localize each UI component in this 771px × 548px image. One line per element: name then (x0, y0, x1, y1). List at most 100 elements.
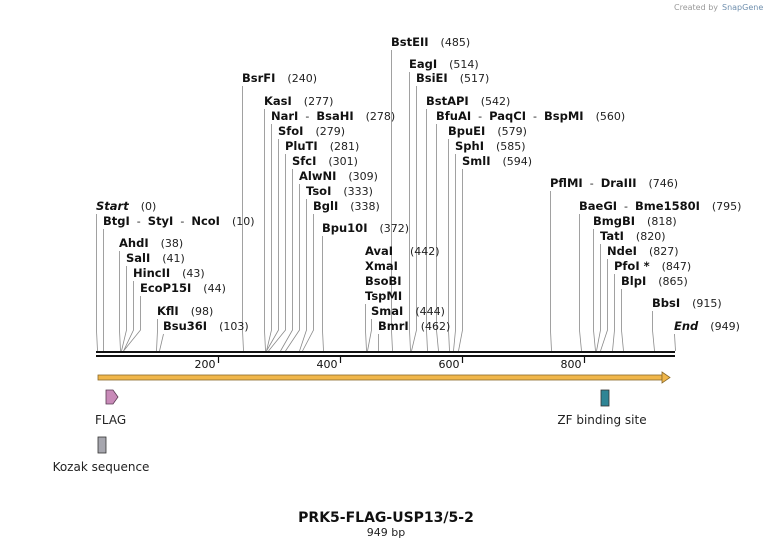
feature-arrow[interactable] (105, 389, 119, 405)
enzyme-name[interactable]: NarI (271, 109, 298, 123)
enzyme-name[interactable]: AlwNI (299, 169, 336, 183)
enzyme-name[interactable]: BlpI (621, 274, 646, 288)
enzyme-name[interactable]: DraIII (601, 176, 637, 190)
enzyme-name[interactable]: EcoP15I (140, 281, 191, 295)
orf-bar[interactable] (97, 374, 663, 381)
enzyme-site[interactable]: BglI (338) (313, 199, 380, 213)
enzyme-name[interactable]: PfoI * (614, 259, 650, 273)
enzyme-name[interactable]: BsrFI (242, 71, 275, 85)
enzyme-name[interactable]: BsaHI (316, 109, 353, 123)
orf-arrow[interactable] (97, 371, 671, 384)
enzyme-site[interactable]: AlwNI (309) (299, 169, 378, 183)
enzyme-name[interactable]: SphI (455, 139, 484, 153)
enzyme-name[interactable]: SfcI (292, 154, 316, 168)
enzyme-name[interactable]: SalI (126, 251, 150, 265)
enzyme-name[interactable]: BspMI (544, 109, 584, 123)
enzyme-name[interactable]: SfoI (278, 124, 303, 138)
enzyme-site[interactable]: BbsI (915) (652, 296, 722, 310)
enzyme-name[interactable]: TspMI (365, 289, 402, 303)
enzyme-name[interactable]: EagI (409, 57, 437, 71)
enzyme-name[interactable]: TsoI (306, 184, 331, 198)
enzyme-name[interactable]: NcoI (191, 214, 220, 228)
enzyme-name[interactable]: PaqCI (489, 109, 526, 123)
enzyme-name[interactable]: BfuAI (436, 109, 471, 123)
enzyme-name[interactable]: XmaI (365, 259, 398, 273)
feature-box[interactable] (600, 389, 610, 407)
enzyme-name[interactable]: BpuEI (448, 124, 485, 138)
enzyme-name[interactable]: HincII (133, 266, 170, 280)
enzyme-name[interactable]: PflMI (550, 176, 583, 190)
enzyme-name[interactable]: StyI (148, 214, 174, 228)
enzyme-site[interactable]: TatI (820) (600, 229, 666, 243)
enzyme-name[interactable]: BtgI (103, 214, 130, 228)
enzyme-site[interactable]: PfoI * (847) (614, 259, 691, 273)
enzyme-name[interactable]: BmrI (378, 319, 409, 333)
cut-line (550, 191, 552, 352)
feature-box[interactable] (97, 436, 107, 454)
enzyme-site[interactable]: BstEII (485) (391, 35, 470, 49)
enzyme-site[interactable]: EcoP15I (44) (140, 281, 226, 295)
enzyme-name[interactable]: SmlI (462, 154, 491, 168)
enzyme-name[interactable]: BsoBI (365, 274, 402, 288)
enzyme-name[interactable]: PluTI (285, 139, 318, 153)
enzyme-site[interactable]: TsoI (333) (306, 184, 373, 198)
enzyme-name[interactable]: AhdI (119, 236, 149, 250)
enzyme-site[interactable]: EagI (514) (409, 57, 479, 71)
enzyme-site[interactable]: SalI (41) (126, 251, 185, 265)
enzyme-site[interactable]: BstAPI (542) (426, 94, 510, 108)
enzyme-name[interactable]: KasI (264, 94, 292, 108)
enzyme-site[interactable]: Bpu10I (372) (322, 221, 409, 235)
enzyme-name[interactable]: BstEII (391, 35, 429, 49)
feature[interactable]: ZF binding site (557, 389, 647, 427)
enzyme-name[interactable]: BglI (313, 199, 338, 213)
enzyme-site[interactable]: BtgI - StyI - NcoI (10) (103, 214, 255, 228)
enzyme-site[interactable]: BlpI (865) (621, 274, 688, 288)
enzyme-site[interactable]: Start (0) (96, 199, 156, 213)
enzyme-name[interactable]: Start (96, 199, 129, 213)
enzyme-site[interactable]: SmaI (444) (371, 304, 445, 318)
enzyme-name[interactable]: Bpu10I (322, 221, 367, 235)
enzyme-site[interactable]: BsrFI (240) (242, 71, 317, 85)
enzyme-name[interactable]: TatI (600, 229, 624, 243)
enzyme-site[interactable]: BmrI (462) (378, 319, 450, 333)
enzyme-site[interactable]: Bsu36I (103) (163, 319, 249, 333)
enzyme-site[interactable]: HincII (43) (133, 266, 205, 280)
enzyme-name[interactable]: Bsu36I (163, 319, 207, 333)
enzyme-site[interactable]: PflMI - DraIII (746) (550, 176, 678, 190)
cut-line (322, 236, 324, 352)
enzyme-site[interactable]: SfcI (301) (292, 154, 358, 168)
enzyme-name[interactable]: BmgBI (593, 214, 635, 228)
enzyme-site[interactable]: BsiEI (517) (416, 71, 489, 85)
orf-arrowhead[interactable] (661, 371, 671, 384)
enzyme-name[interactable]: BstAPI (426, 94, 469, 108)
enzyme-site[interactable]: KflI (98) (157, 304, 213, 318)
feature[interactable]: FLAG (95, 389, 126, 427)
cut-line (123, 296, 141, 352)
cut-line (600, 259, 608, 352)
enzyme-site[interactable]: AhdI (38) (119, 236, 183, 250)
enzyme-name[interactable]: End (674, 319, 699, 333)
enzyme-name[interactable]: SmaI (371, 304, 403, 318)
enzyme-site[interactable]: SfoI (279) (278, 124, 345, 138)
enzyme-site[interactable]: End (949) (674, 319, 740, 333)
enzyme-name[interactable]: BbsI (652, 296, 680, 310)
enzyme-site[interactable]: KasI (277) (264, 94, 333, 108)
enzyme-site[interactable]: SphI (585) (455, 139, 526, 153)
enzyme-name[interactable]: BsiEI (416, 71, 448, 85)
enzyme-site[interactable]: SmlI (594) (462, 154, 532, 168)
enzyme-name[interactable]: BaeGI (579, 199, 617, 213)
feature[interactable]: Kozak sequence (53, 436, 150, 474)
enzyme-name[interactable]: NdeI (607, 244, 637, 258)
enzyme-site[interactable]: BfuAI - PaqCI - BspMI (560) (436, 109, 625, 123)
enzyme-name[interactable]: AvaI (365, 244, 393, 258)
enzyme-site[interactable]: PluTI (281) (285, 139, 359, 153)
enzyme-name[interactable]: KflI (157, 304, 179, 318)
enzyme-site[interactable]: BpuEI (579) (448, 124, 527, 138)
enzyme-site[interactable]: BaeGI - Bme1580I (795) (579, 199, 741, 213)
enzyme-site[interactable]: NdeI (827) (607, 244, 679, 258)
cut-line (119, 251, 121, 352)
enzyme-site[interactable]: NarI - BsaHI (278) (271, 109, 395, 123)
enzyme-site[interactable]: BmgBI (818) (593, 214, 677, 228)
enzyme-name[interactable]: Bme1580I (635, 199, 700, 213)
